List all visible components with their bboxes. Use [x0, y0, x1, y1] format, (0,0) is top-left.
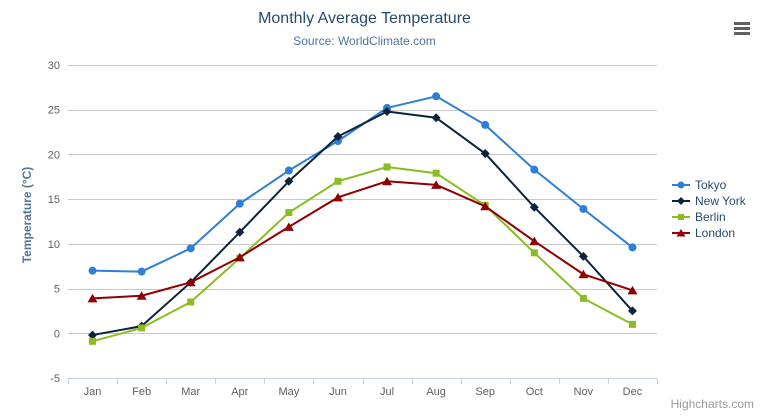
data-point[interactable] — [431, 113, 441, 123]
chart-title: Monthly Average Temperature — [258, 10, 471, 27]
legend-marker-icon — [672, 181, 690, 189]
x-axis-tick-label: Feb — [132, 386, 151, 398]
legend-item-london[interactable]: London — [671, 225, 746, 241]
data-point[interactable] — [628, 320, 636, 328]
data-point[interactable] — [382, 176, 393, 186]
y-axis-tick-label: 10 — [48, 239, 60, 251]
data-point[interactable] — [235, 199, 244, 208]
data-point[interactable] — [578, 251, 588, 261]
legend-item-berlin[interactable]: Berlin — [671, 209, 746, 225]
data-point[interactable] — [578, 269, 589, 279]
data-point[interactable] — [333, 132, 343, 142]
series-london[interactable] — [87, 176, 638, 303]
x-axis-tick-label: Dec — [623, 386, 643, 398]
series-line — [91, 180, 634, 300]
data-point[interactable] — [89, 337, 97, 345]
data-point[interactable] — [530, 165, 539, 174]
data-point[interactable] — [431, 180, 442, 189]
series-new-york[interactable] — [88, 107, 637, 340]
data-point[interactable] — [529, 202, 539, 212]
data-point[interactable] — [529, 236, 540, 246]
y-axis-title: Temperature (°C) — [20, 166, 34, 264]
data-point[interactable] — [284, 166, 293, 175]
legend-item-label: London — [695, 226, 736, 240]
data-point[interactable] — [186, 244, 195, 253]
data-point[interactable] — [627, 306, 637, 316]
legend-item-label: New York — [695, 194, 746, 208]
data-point[interactable] — [283, 222, 294, 231]
data-point[interactable] — [87, 293, 98, 303]
x-axis-tick-label: Jan — [84, 386, 102, 398]
x-axis-tick-label: Jun — [329, 386, 347, 398]
series-line — [91, 95, 634, 273]
y-axis-tick-label: 0 — [54, 328, 60, 340]
series-line — [91, 165, 634, 343]
data-point[interactable] — [284, 176, 294, 186]
data-point[interactable] — [285, 209, 293, 217]
data-point[interactable] — [88, 266, 97, 275]
chart-subtitle: Source: WorldClimate.com — [293, 34, 436, 48]
data-point[interactable] — [187, 298, 195, 306]
data-point[interactable] — [678, 214, 684, 220]
y-axis-tick-label: 25 — [48, 105, 60, 117]
data-point[interactable] — [432, 169, 440, 177]
data-point[interactable] — [480, 149, 490, 159]
legend: Tokyo New York Berlin London — [671, 177, 746, 241]
x-axis-tick-label: Apr — [231, 386, 248, 398]
data-point[interactable] — [677, 197, 685, 205]
legend-marker-icon — [672, 214, 690, 220]
data-point[interactable] — [137, 267, 146, 276]
series-tokyo[interactable] — [88, 92, 637, 276]
data-point[interactable] — [627, 285, 638, 295]
data-point[interactable] — [185, 277, 196, 287]
data-point[interactable] — [579, 204, 588, 213]
data-point[interactable] — [676, 229, 686, 237]
y-axis-tick-label: 30 — [48, 60, 60, 72]
y-axis-tick-label: 15 — [48, 194, 60, 206]
data-point[interactable] — [628, 243, 637, 252]
x-axis-tick-label: Sep — [475, 386, 495, 398]
data-point[interactable] — [383, 163, 391, 171]
data-point[interactable] — [235, 227, 245, 237]
y-axis-tick-label: 5 — [54, 284, 60, 296]
chart-context-menu-button[interactable] — [731, 19, 753, 38]
data-point[interactable] — [382, 107, 392, 117]
legend-item-label: Berlin — [695, 210, 726, 224]
legend-item-new-york[interactable]: New York — [671, 193, 746, 209]
data-point[interactable] — [480, 201, 491, 211]
legend-item-label: Tokyo — [695, 178, 727, 192]
y-axis-tick-label: -5 — [50, 373, 60, 385]
x-axis-tick-label: Nov — [574, 386, 594, 398]
x-axis-tick-label: May — [278, 386, 299, 398]
data-point[interactable] — [481, 120, 490, 129]
data-point[interactable] — [88, 330, 98, 340]
y-axis-tick-label: 20 — [48, 149, 60, 161]
x-axis-tick-label: Aug — [426, 386, 446, 398]
data-point[interactable] — [332, 192, 343, 202]
data-point[interactable] — [677, 181, 685, 189]
data-point[interactable] — [530, 249, 538, 257]
legend-marker-icon — [672, 197, 690, 205]
series-line — [91, 110, 634, 337]
credits-link[interactable]: Highcharts.com — [670, 397, 754, 411]
data-point[interactable] — [334, 177, 342, 185]
legend-item-tokyo[interactable]: Tokyo — [671, 177, 746, 193]
data-point[interactable] — [579, 294, 587, 302]
legend-marker-icon — [672, 229, 690, 237]
hamburger-icon — [734, 22, 750, 35]
data-point[interactable] — [234, 252, 245, 262]
data-point[interactable] — [136, 291, 147, 300]
x-axis-tick-label: Jul — [380, 386, 394, 398]
data-point[interactable] — [138, 324, 146, 332]
x-axis-tick-label: Mar — [181, 386, 200, 398]
x-axis-tick-label: Oct — [526, 386, 543, 398]
data-point[interactable] — [432, 92, 441, 101]
